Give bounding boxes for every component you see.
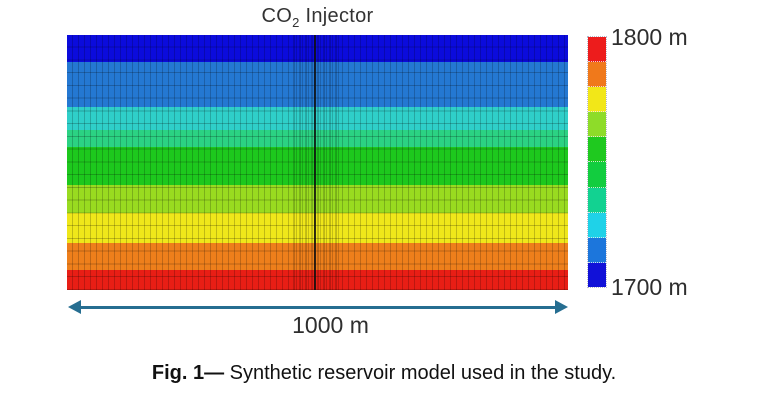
width-dimension-label: 1000 m (292, 312, 369, 338)
arrow-left-head-icon (68, 300, 81, 314)
title-suffix: Injector (299, 5, 374, 27)
reservoir-grid (67, 35, 568, 290)
caption-text: Synthetic reservoir model used in the st… (224, 362, 617, 384)
colorbar (587, 36, 607, 288)
colorbar-segment (588, 187, 606, 213)
grid-depth-band (67, 270, 568, 290)
colorbar-segment (588, 262, 606, 287)
figure-caption: Fig. 1— Synthetic reservoir model used i… (0, 362, 768, 385)
colorbar-segment (588, 137, 606, 163)
colorbar-top-label: 1800 m (611, 24, 688, 50)
grid-depth-band (67, 213, 568, 243)
grid-depth-band (67, 147, 568, 185)
colorbar-segment (588, 87, 606, 113)
colorbar-segment (588, 162, 606, 188)
title-subscript: 2 (292, 15, 300, 30)
colorbar-segment (588, 212, 606, 238)
colorbar-segment (588, 237, 606, 263)
grid-depth-band (67, 243, 568, 270)
colorbar-segment (588, 62, 606, 88)
grid-depth-band (67, 35, 568, 62)
grid-depth-band (67, 62, 568, 107)
grid-depth-band (67, 185, 568, 213)
arrow-shaft (77, 306, 559, 309)
colorbar-segment (588, 37, 606, 63)
colorbar-segment (588, 112, 606, 138)
grid-depth-band (67, 107, 568, 130)
width-dimension-arrow (68, 300, 568, 314)
colorbar-bottom-label: 1700 m (611, 274, 688, 300)
grid-depth-band (67, 130, 568, 147)
grid-bands (67, 35, 568, 290)
caption-number: Fig. 1— (151, 362, 225, 384)
title-prefix: CO (261, 5, 293, 27)
figure-title: CO2 Injector (67, 5, 568, 31)
arrow-right-head-icon (555, 300, 568, 314)
injector-well-line (314, 35, 316, 290)
